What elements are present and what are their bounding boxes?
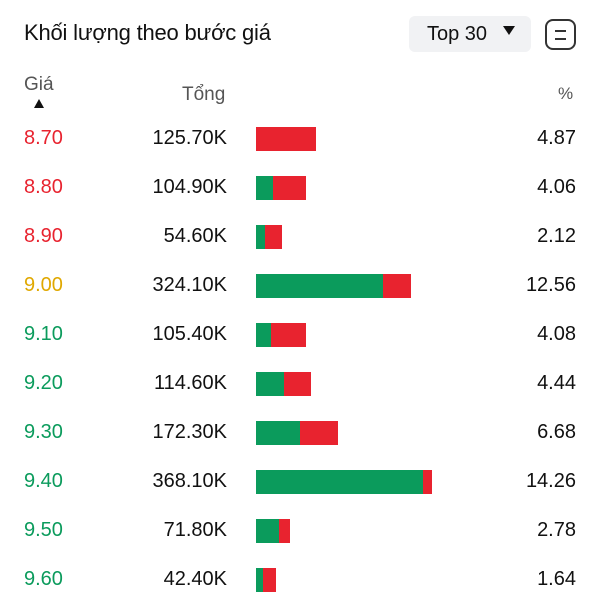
table-row[interactable]: 9.10 105.40K 4.08 xyxy=(0,310,600,359)
volume-bar xyxy=(256,176,306,200)
menu-icon-line xyxy=(555,30,566,32)
volume-bar xyxy=(256,323,306,347)
percent-cell: 6.68 xyxy=(537,421,576,443)
column-header-total: Tổng xyxy=(182,84,226,105)
buy-volume-segment xyxy=(256,519,279,543)
percent-cell: 4.08 xyxy=(537,323,576,345)
buy-volume-segment xyxy=(256,568,263,592)
price-cell: 9.40 xyxy=(24,470,63,492)
volume-bar xyxy=(256,519,290,543)
volume-bar xyxy=(256,568,276,592)
price-cell: 9.30 xyxy=(24,421,63,443)
top-select-dropdown[interactable]: Top 30 xyxy=(409,16,531,52)
sell-volume-segment xyxy=(265,225,282,249)
table-row[interactable]: 8.90 54.60K 2.12 xyxy=(0,212,600,261)
percent-cell: 12.56 xyxy=(525,274,576,296)
percent-cell: 4.06 xyxy=(537,176,576,198)
column-header-percent: % xyxy=(558,84,574,103)
sell-volume-segment xyxy=(271,323,306,347)
menu-icon-line xyxy=(555,38,566,40)
buy-volume-segment xyxy=(256,274,383,298)
total-volume-cell: 105.40K xyxy=(152,323,227,345)
price-cell: 8.70 xyxy=(24,127,63,149)
total-volume-cell: 368.10K xyxy=(152,470,227,492)
buy-volume-segment xyxy=(256,421,300,445)
volume-bar xyxy=(256,470,432,494)
price-cell: 9.00 xyxy=(24,274,63,296)
price-cell: 9.20 xyxy=(24,372,63,394)
sell-volume-segment xyxy=(273,176,306,200)
price-cell: 9.10 xyxy=(24,323,63,345)
sell-volume-segment xyxy=(284,372,311,396)
buy-volume-segment xyxy=(256,372,284,396)
table-row[interactable]: 9.60 42.40K 1.64 xyxy=(0,555,600,600)
volume-bar xyxy=(256,225,282,249)
buy-volume-segment xyxy=(256,470,423,494)
total-volume-cell: 54.60K xyxy=(163,225,227,247)
sell-volume-segment xyxy=(279,519,290,543)
volume-bar xyxy=(256,274,411,298)
sell-volume-segment xyxy=(300,421,338,445)
sell-volume-segment xyxy=(423,470,432,494)
percent-cell: 4.44 xyxy=(537,372,576,394)
table-row[interactable]: 9.30 172.30K 6.68 xyxy=(0,408,600,457)
percent-cell: 2.78 xyxy=(537,519,576,541)
table-row[interactable]: 9.40 368.10K 14.26 xyxy=(0,457,600,506)
total-volume-cell: 125.70K xyxy=(152,127,227,149)
price-cell: 9.60 xyxy=(24,568,63,590)
table-row[interactable]: 8.70 125.70K 4.87 xyxy=(0,114,600,163)
total-volume-cell: 42.40K xyxy=(163,568,227,590)
buy-volume-segment xyxy=(256,176,273,200)
column-header-price[interactable]: Giá xyxy=(24,74,54,95)
total-volume-cell: 324.10K xyxy=(152,274,227,296)
volume-bar xyxy=(256,372,311,396)
header: Khối lượng theo bước giá Top 30 xyxy=(0,0,600,70)
price-cell: 8.80 xyxy=(24,176,63,198)
table-row[interactable]: 9.50 71.80K 2.78 xyxy=(0,506,600,555)
buy-volume-segment xyxy=(256,323,271,347)
buy-volume-segment xyxy=(256,225,265,249)
percent-cell: 14.26 xyxy=(525,470,576,492)
volume-bar xyxy=(256,421,338,445)
menu-button[interactable] xyxy=(545,19,576,50)
percent-cell: 1.64 xyxy=(537,568,576,590)
total-volume-cell: 172.30K xyxy=(152,421,227,443)
price-cell: 9.50 xyxy=(24,519,63,541)
percent-cell: 4.87 xyxy=(537,127,576,149)
price-cell: 8.90 xyxy=(24,225,63,247)
sell-volume-segment xyxy=(256,127,316,151)
total-volume-cell: 71.80K xyxy=(163,519,227,541)
page-title: Khối lượng theo bước giá xyxy=(24,20,271,45)
caret-down-icon xyxy=(503,26,515,35)
volume-bar xyxy=(256,127,316,151)
table-row[interactable]: 8.80 104.90K 4.06 xyxy=(0,163,600,212)
total-volume-cell: 104.90K xyxy=(152,176,227,198)
table-row[interactable]: 9.20 114.60K 4.44 xyxy=(0,359,600,408)
top-select-label: Top 30 xyxy=(427,22,488,45)
sell-volume-segment xyxy=(263,568,276,592)
percent-cell: 2.12 xyxy=(537,225,576,247)
total-volume-cell: 114.60K xyxy=(153,372,227,394)
sort-ascending-icon[interactable] xyxy=(34,99,44,108)
sell-volume-segment xyxy=(383,274,411,298)
table-row[interactable]: 9.00 324.10K 12.56 xyxy=(0,261,600,310)
